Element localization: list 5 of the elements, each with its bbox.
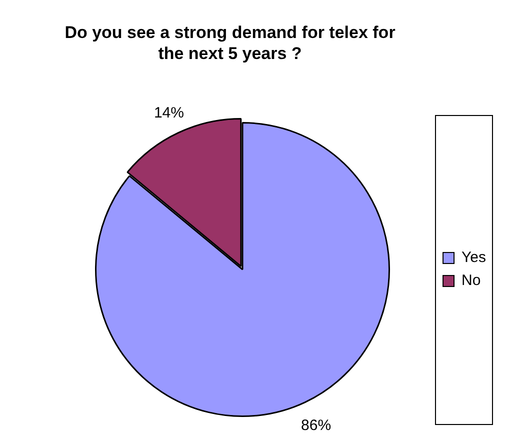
data-label: 86% (301, 416, 332, 434)
legend-label: Yes (462, 249, 486, 266)
chart-title: Do you see a strong demand for telex for the next 5 years ? (64, 22, 396, 64)
data-label: 14% (154, 104, 184, 122)
legend-label: No (462, 272, 481, 290)
